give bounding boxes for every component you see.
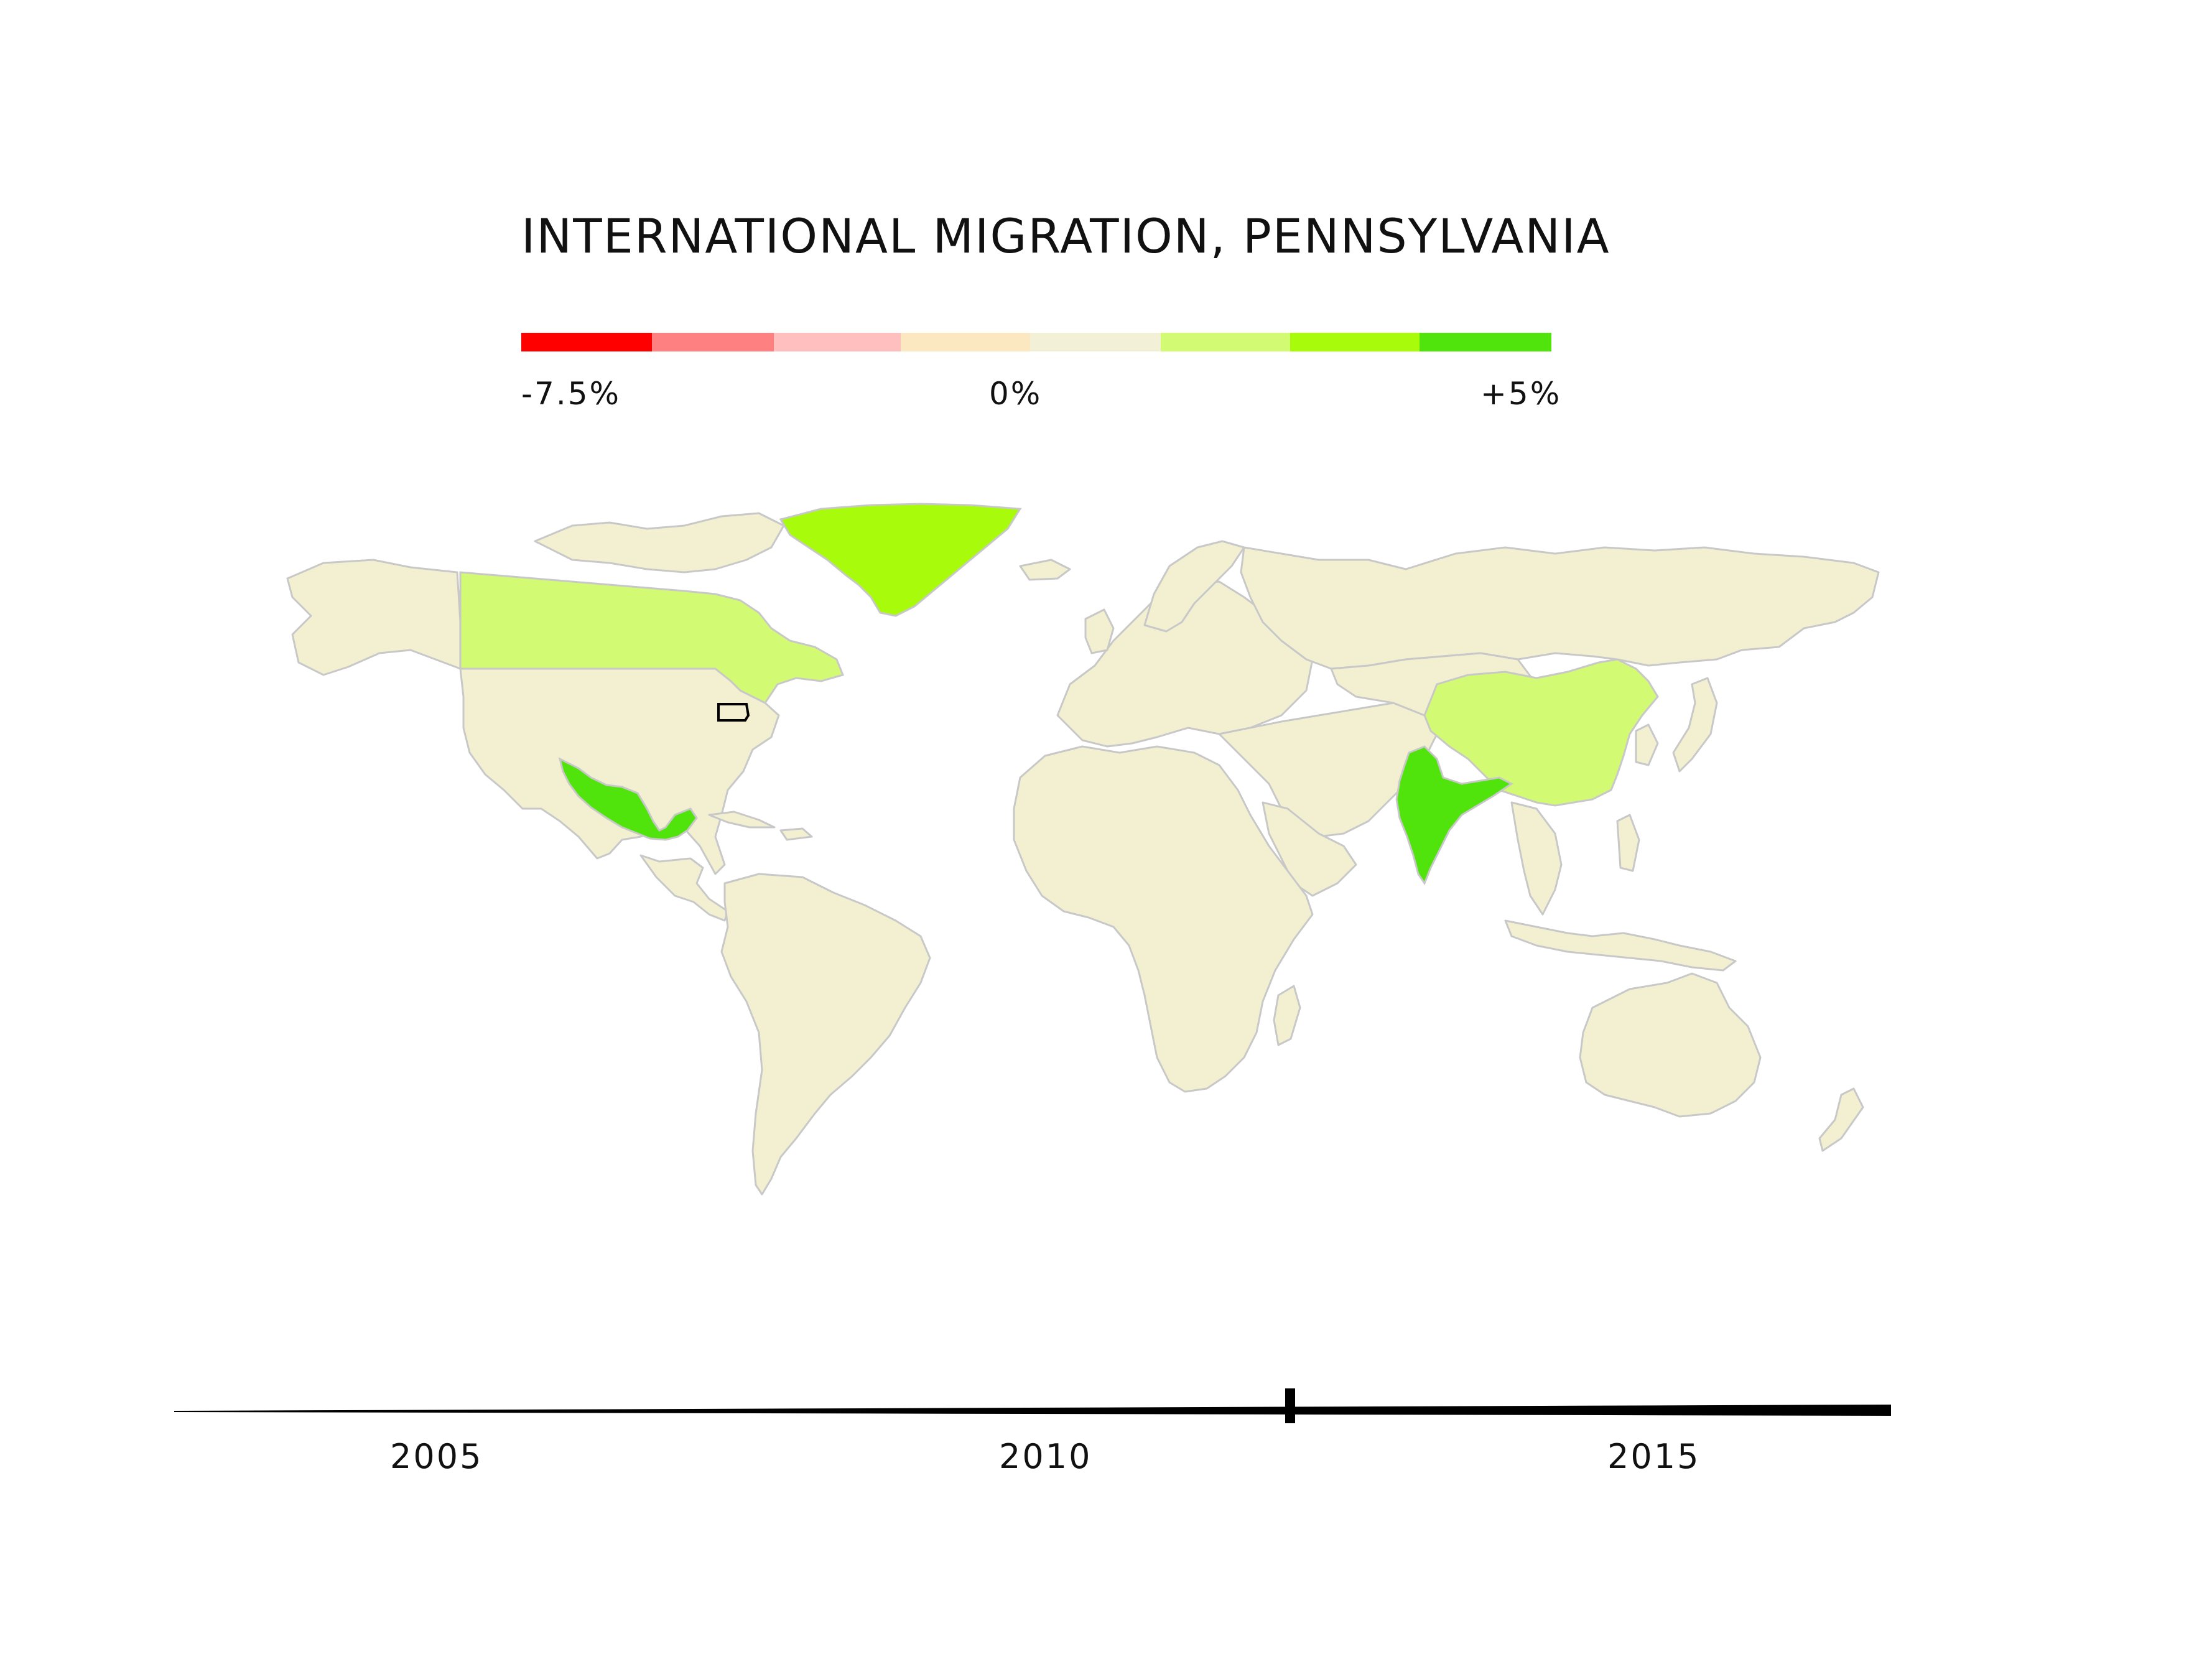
timeline-track[interactable] (174, 1405, 1891, 1416)
timeline-year-2015: 2015 (1607, 1440, 1700, 1474)
timeline-year-2005: 2005 (390, 1440, 483, 1474)
timeline-year-2010: 2010 (999, 1440, 1092, 1474)
timeline-handle[interactable] (1285, 1388, 1295, 1423)
